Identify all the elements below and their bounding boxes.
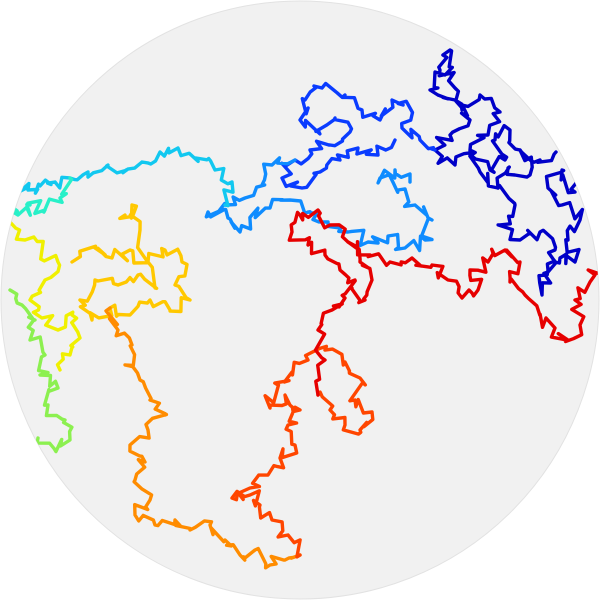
walk-segment-blue-cluster xyxy=(495,148,590,297)
walk-segment-yellow-left xyxy=(8,220,82,372)
walk-segment-blue-mid xyxy=(280,81,437,190)
walk-segment-orange-lower xyxy=(104,306,302,570)
walk-segment-red-right xyxy=(346,240,599,344)
walk-segment-cyan-band xyxy=(16,146,235,208)
walk-segment-aqua-edge xyxy=(8,176,74,217)
walk-segment-red-orange-mid xyxy=(230,344,375,559)
walk-segment-light-blue-left xyxy=(204,156,434,253)
walk-segment-dark-blue-top xyxy=(428,48,522,190)
walk-segment-green-lower-left xyxy=(8,288,74,454)
walk-segment-gold-cluster xyxy=(70,203,192,322)
random-walk-path xyxy=(8,48,599,570)
walk-segment-red-upper xyxy=(287,208,374,397)
